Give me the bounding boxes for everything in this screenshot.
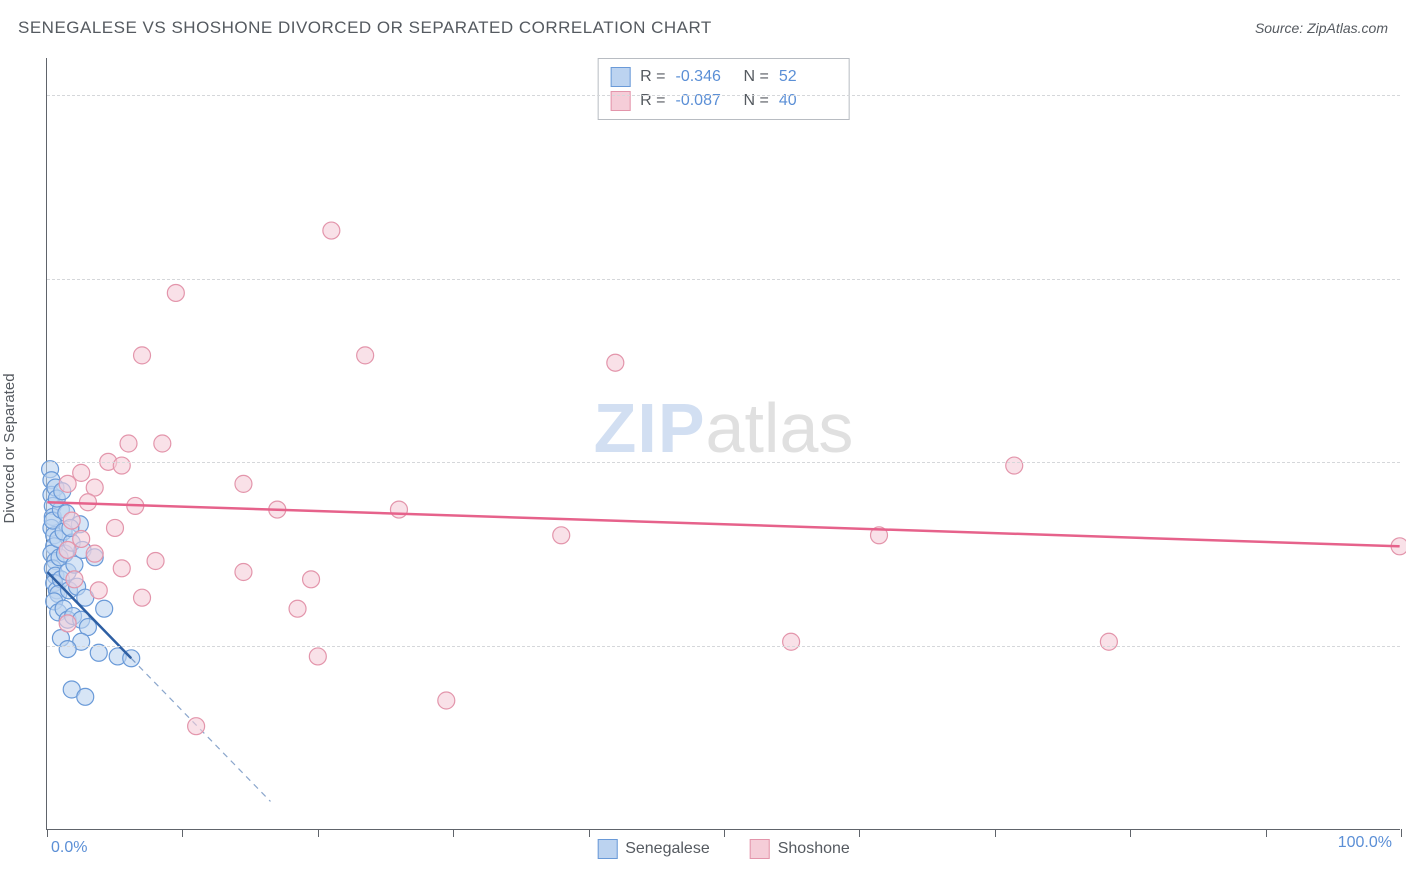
data-point — [783, 633, 800, 650]
data-point — [1100, 633, 1117, 650]
x-tick — [589, 829, 590, 837]
data-point — [86, 545, 103, 562]
x-tick — [859, 829, 860, 837]
plot-area: ZIPatlas R = -0.346N = 52R = -0.087N = 4… — [46, 58, 1400, 830]
data-point — [147, 552, 164, 569]
legend-stats-row: R = -0.346 N = 52 — [610, 65, 837, 89]
data-point — [107, 519, 124, 536]
data-point — [96, 600, 113, 617]
stat-r-value: -0.346 — [676, 68, 734, 86]
x-min-label: 0.0% — [51, 839, 87, 857]
data-point — [73, 464, 90, 481]
data-point — [607, 354, 624, 371]
legend-swatch — [610, 67, 630, 87]
legend-stats-row: R = -0.087N = 40 — [610, 89, 837, 113]
data-point — [59, 541, 76, 558]
grid-line — [47, 462, 1400, 463]
legend-item: Senegalese — [597, 839, 710, 859]
y-axis-title: Divorced or Separated — [1, 373, 18, 523]
x-tick — [1401, 829, 1402, 837]
data-point — [113, 457, 130, 474]
data-point — [77, 688, 94, 705]
x-tick — [453, 829, 454, 837]
data-point — [390, 501, 407, 518]
data-point — [59, 475, 76, 492]
data-point — [167, 284, 184, 301]
data-point — [357, 347, 374, 364]
x-tick — [995, 829, 996, 837]
data-point — [63, 512, 80, 529]
stat-r-label: R = — [640, 68, 665, 86]
legend-item: Shoshone — [750, 839, 850, 859]
data-point — [120, 435, 137, 452]
data-point — [309, 648, 326, 665]
legend-swatch — [750, 839, 770, 859]
x-tick — [47, 829, 48, 837]
x-tick — [1266, 829, 1267, 837]
legend-series: Senegalese Shoshone — [597, 839, 850, 859]
x-tick — [724, 829, 725, 837]
data-point — [303, 571, 320, 588]
scatter-svg — [47, 58, 1400, 829]
x-max-label: 100.0% — [1338, 834, 1392, 852]
legend-label: Shoshone — [778, 840, 850, 858]
stat-n-label: N = — [744, 68, 769, 86]
x-tick — [1130, 829, 1131, 837]
trend-line — [47, 502, 1399, 546]
data-point — [73, 530, 90, 547]
grid-line — [47, 95, 1400, 96]
data-point — [1006, 457, 1023, 474]
grid-line — [47, 279, 1400, 280]
grid-line — [47, 646, 1400, 647]
x-tick — [182, 829, 183, 837]
legend-label: Senegalese — [625, 840, 710, 858]
data-point — [90, 582, 107, 599]
x-tick — [318, 829, 319, 837]
data-point — [438, 692, 455, 709]
data-point — [154, 435, 171, 452]
data-point — [235, 475, 252, 492]
data-point — [59, 615, 76, 632]
legend-swatch — [597, 839, 617, 859]
data-point — [235, 564, 252, 581]
data-point — [289, 600, 306, 617]
data-point — [59, 641, 76, 658]
chart-header: SENEGALESE VS SHOSHONE DIVORCED OR SEPAR… — [18, 18, 1388, 38]
chart-source: Source: ZipAtlas.com — [1255, 20, 1388, 36]
data-point — [323, 222, 340, 239]
legend-stats: R = -0.346 N = 52 R = -0.087N = 40 — [597, 58, 850, 120]
data-point — [188, 718, 205, 735]
data-point — [134, 347, 151, 364]
stat-n-value: 52 — [779, 68, 837, 86]
data-point — [553, 527, 570, 544]
chart-title: SENEGALESE VS SHOSHONE DIVORCED OR SEPAR… — [18, 18, 712, 38]
data-point — [134, 589, 151, 606]
data-point — [66, 571, 83, 588]
data-point — [113, 560, 130, 577]
